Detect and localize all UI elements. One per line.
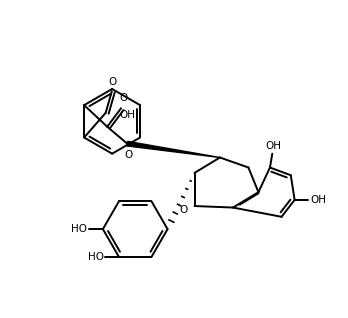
Text: O: O	[119, 93, 127, 103]
Polygon shape	[127, 142, 220, 157]
Text: O: O	[125, 150, 133, 160]
Text: OH: OH	[120, 110, 135, 120]
Text: OH: OH	[266, 141, 282, 151]
Text: OH: OH	[310, 195, 326, 205]
Text: HO: HO	[88, 252, 104, 262]
Text: O: O	[109, 77, 117, 87]
Text: HO: HO	[71, 224, 87, 234]
Text: O: O	[180, 205, 188, 215]
